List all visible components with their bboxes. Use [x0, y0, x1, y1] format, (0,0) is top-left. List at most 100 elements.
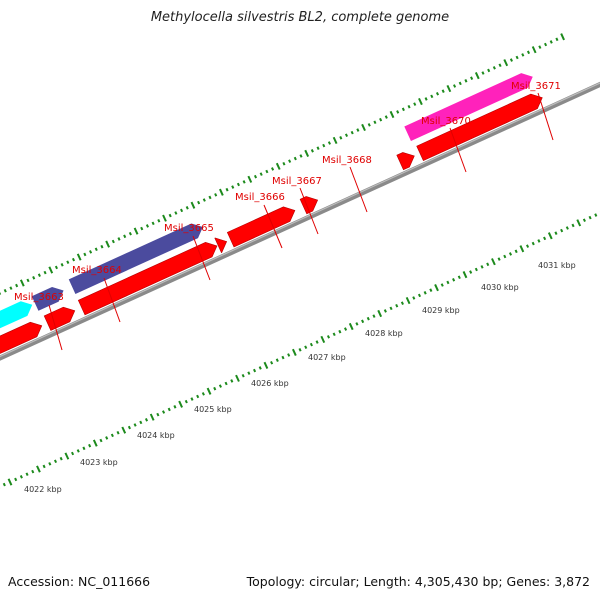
- outer-tick: [9, 286, 13, 290]
- gene-label-msil-3667[interactable]: Msil_3667: [272, 176, 322, 187]
- outer-tick: [515, 55, 519, 60]
- inner-tick: [503, 254, 507, 259]
- inner-tick: [235, 374, 240, 382]
- inner-tick: [547, 232, 553, 240]
- inner-tick: [218, 384, 222, 388]
- outer-tick: [464, 79, 468, 83]
- outer-tick: [162, 214, 167, 222]
- outer-tick: [401, 107, 405, 112]
- outer-tick-track: [0, 33, 565, 295]
- backbone-highlight: [0, 82, 600, 358]
- outer-tick: [197, 200, 201, 205]
- backbone-track: [0, 81, 600, 361]
- inner-tick: [366, 316, 370, 321]
- inner-tick: [315, 340, 319, 344]
- inner-tick: [377, 309, 383, 318]
- inner-tick: [405, 296, 411, 305]
- outer-tick: [418, 97, 423, 106]
- inner-tick: [139, 420, 143, 425]
- genome-summary-text: Topology: circular; Length: 4,305,430 bp…: [246, 574, 590, 589]
- inner-tick: [434, 284, 439, 292]
- outer-tick: [168, 213, 172, 218]
- kbp-label-4030: 4030 kbp: [481, 283, 519, 292]
- inner-tick: [167, 407, 171, 412]
- outer-tick: [231, 185, 235, 189]
- gene-label-msil-3666[interactable]: Msil_3666: [235, 192, 285, 203]
- inner-tick: [457, 275, 461, 280]
- outer-tick: [83, 252, 87, 257]
- inner-tick: [576, 219, 582, 227]
- kbp-label-4029: 4029 kbp: [422, 306, 460, 315]
- inner-tick: [48, 462, 52, 466]
- inner-tick: [190, 397, 194, 401]
- outer-tick: [190, 201, 196, 209]
- inner-tick: [594, 213, 598, 217]
- outer-tick: [76, 253, 82, 261]
- outer-tick: [407, 104, 411, 109]
- accession-text: Accession: NC_011666: [8, 574, 151, 589]
- gene-label-msil-3665[interactable]: Msil_3665: [164, 223, 214, 234]
- inner-tick: [31, 469, 35, 474]
- inner-tick: [469, 270, 473, 274]
- outer-tick: [140, 226, 144, 231]
- outer-tick: [219, 188, 224, 196]
- outer-tick: [344, 133, 349, 138]
- inner-tick: [25, 472, 29, 477]
- outer-tick: [202, 198, 206, 202]
- outer-tick: [48, 266, 54, 274]
- inner-tick: [372, 314, 376, 318]
- inner-tick: [184, 399, 188, 404]
- outer-tick: [54, 265, 58, 270]
- leader-line-0: [48, 304, 63, 351]
- outer-tick: [208, 195, 212, 200]
- inner-tick: [121, 426, 127, 434]
- outer-tick: [299, 154, 303, 158]
- gene-label-msil-3663[interactable]: Msil_3663: [14, 292, 64, 303]
- outer-tick: [379, 117, 383, 122]
- gene-arrow-top-2: [31, 287, 64, 311]
- inner-tick: [82, 446, 86, 451]
- outer-tick: [430, 94, 434, 99]
- outer-tick: [521, 53, 525, 57]
- inner-tick: [326, 335, 331, 339]
- inner-tick: [309, 342, 313, 347]
- outer-tick: [474, 72, 480, 80]
- kbp-label-4022: 4022 kbp: [24, 485, 62, 494]
- outer-tick: [544, 42, 548, 47]
- inner-tick: [213, 386, 217, 391]
- inner-tick: [412, 296, 416, 300]
- kbp-label-4026: 4026 kbp: [251, 379, 289, 388]
- inner-tick-track: [0, 211, 600, 489]
- gene-label-msil-3664[interactable]: Msil_3664: [72, 265, 122, 276]
- inner-tick: [452, 278, 456, 282]
- inner-tick: [462, 271, 468, 279]
- inner-tick: [92, 439, 98, 447]
- gene-label-msil-3668[interactable]: Msil_3668: [322, 155, 372, 166]
- outer-tick: [26, 278, 30, 283]
- gene-arrow-mid-13: [416, 93, 543, 162]
- outer-tick: [367, 123, 371, 127]
- outer-tick: [180, 208, 184, 213]
- outer-tick: [322, 143, 326, 148]
- outer-tick: [89, 250, 93, 254]
- inner-tick: [36, 465, 41, 473]
- inner-tick: [355, 322, 359, 326]
- inner-tick: [7, 478, 13, 486]
- outer-tick: [43, 270, 47, 275]
- kbp-label-4028: 4028 kbp: [365, 329, 403, 338]
- gene-label-msil-3671[interactable]: Msil_3671: [511, 81, 561, 92]
- outer-tick: [503, 59, 509, 67]
- outer-tick: [100, 244, 104, 249]
- gene-arrow-mid-8: [77, 242, 218, 316]
- outer-tick: [145, 224, 149, 228]
- inner-tick: [19, 475, 23, 479]
- inner-tick: [446, 280, 450, 285]
- outer-tick: [413, 102, 417, 106]
- inner-tick: [348, 322, 354, 331]
- inner-tick: [149, 413, 155, 421]
- inner-tick: [275, 358, 279, 362]
- inner-tick: [247, 371, 251, 375]
- gene-label-msil-3670[interactable]: Msil_3670: [421, 116, 471, 127]
- outer-tick: [332, 136, 338, 145]
- inner-tick: [196, 394, 200, 399]
